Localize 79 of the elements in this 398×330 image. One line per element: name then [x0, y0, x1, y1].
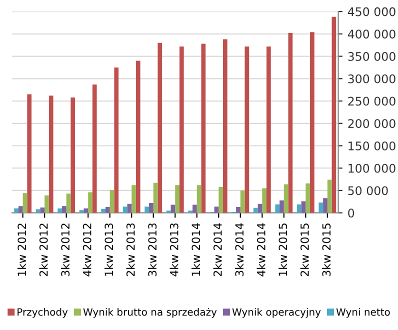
bar [40, 207, 45, 213]
bar [105, 207, 110, 213]
bar [18, 206, 23, 213]
y-tick-label: 400 000 [348, 30, 396, 39]
bar [192, 204, 197, 213]
x-tick-label: 1kw 2014 [192, 223, 200, 276]
bar [58, 208, 62, 213]
x-tick-label: 3kw 2014 [235, 223, 244, 276]
bar [66, 194, 71, 213]
bar [153, 182, 158, 213]
x-tick-label: 1kw 2013 [104, 223, 114, 276]
y-tick-label: 50 000 [348, 186, 388, 196]
legend-label: Wyni netto [336, 308, 390, 318]
bar [318, 202, 324, 213]
y-tick-label: 300 000 [348, 74, 396, 84]
bar [280, 200, 284, 213]
bar [101, 208, 106, 213]
bar [323, 198, 328, 213]
x-tick-label: 3kw 2015 [322, 224, 331, 276]
bar [201, 44, 206, 213]
x-tick-label: 1kw 2015 [278, 224, 288, 276]
x-tick-label: 2kw 2012 [39, 224, 48, 276]
bar [306, 183, 310, 213]
bar [262, 188, 266, 213]
bar [22, 193, 28, 213]
bar [310, 32, 314, 213]
bar [14, 208, 18, 213]
bar [288, 33, 293, 213]
y-tick-label: 350 000 [348, 52, 396, 61]
x-tick-label: 2kw 2013 [126, 223, 135, 276]
bar [122, 206, 128, 213]
y-tick-label: 0 [348, 208, 354, 218]
x-tick-label: 4kw 2014 [256, 223, 266, 276]
legend-label: Przychody [18, 308, 68, 318]
bar [244, 46, 250, 213]
x-tick-label: 4kw 2013 [170, 223, 178, 276]
bar [114, 67, 119, 213]
bar [236, 207, 240, 213]
bar [222, 39, 228, 213]
legend-label: Wynik operacyjny [232, 308, 321, 318]
bar [110, 190, 114, 213]
bar [296, 204, 302, 213]
bar [301, 201, 306, 213]
bar [275, 204, 280, 213]
x-tick-label: 3kw 2013 [148, 223, 157, 276]
y-tick-label: 100 000 [348, 164, 396, 173]
bar [158, 42, 162, 213]
bar [132, 185, 136, 213]
bar [284, 184, 288, 213]
y-tick-label: 450 000 [348, 7, 396, 16]
bar [218, 186, 223, 213]
x-tick-label: 4kw 2012 [82, 224, 92, 276]
bar [149, 203, 154, 213]
x-tick-label: 1kw 2012 [17, 224, 26, 276]
y-tick-label: 250 000 [348, 96, 396, 106]
y-tick-label: 200 000 [348, 119, 396, 128]
bar [62, 206, 66, 213]
bar [144, 206, 150, 213]
x-tick-label: 3kw 2012 [60, 224, 70, 276]
bar [175, 185, 180, 213]
y-tick-label: 150 000 [348, 141, 396, 150]
bar [332, 16, 336, 213]
bar [266, 46, 271, 213]
bar [84, 208, 88, 213]
x-tick-label: 2kw 2014 [213, 223, 222, 276]
bar [327, 180, 332, 213]
bar [70, 97, 76, 213]
bar [253, 208, 258, 213]
bar [27, 94, 32, 213]
legend-label: Wynik brutto na sprzedaży [83, 308, 217, 318]
bar [179, 46, 184, 213]
x-tick-label: 2kw 2015 [300, 224, 309, 276]
bar [136, 60, 140, 213]
bar [240, 190, 245, 213]
bar [44, 195, 49, 213]
bar [48, 96, 54, 213]
bar [92, 84, 97, 213]
bar [196, 185, 202, 213]
bar [88, 192, 92, 213]
